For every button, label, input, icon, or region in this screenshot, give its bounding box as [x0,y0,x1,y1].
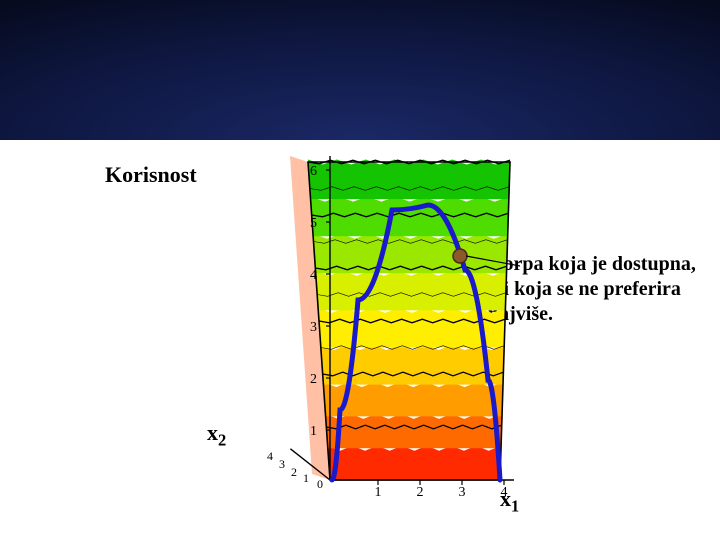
svg-text:0: 0 [317,477,323,491]
svg-text:1: 1 [303,471,309,485]
annotation-text: Korpa koja je dostupna, ali koja se ne p… [488,252,708,327]
svg-text:1: 1 [375,485,382,500]
x2-axis-label: x2 [207,420,226,450]
svg-text:3: 3 [459,485,466,500]
svg-text:4: 4 [310,268,317,283]
svg-text:2: 2 [291,465,297,479]
x2-axis-symbol: x [207,420,218,445]
svg-text:2: 2 [310,372,317,387]
svg-text:5: 5 [310,216,317,231]
svg-text:3: 3 [279,457,285,471]
utility-surface-chart: 654321123443210 [260,145,480,490]
svg-text:4: 4 [267,449,273,463]
svg-text:1: 1 [310,424,317,439]
svg-text:6: 6 [310,164,317,179]
svg-text:2: 2 [417,485,424,500]
x2-axis-subscript: 2 [218,430,226,449]
z-axis-title: Korisnost [105,162,197,188]
header-band [0,0,720,140]
surface-svg: 654321123443210 [260,145,520,505]
svg-text:4: 4 [501,485,508,500]
svg-text:3: 3 [310,320,317,335]
